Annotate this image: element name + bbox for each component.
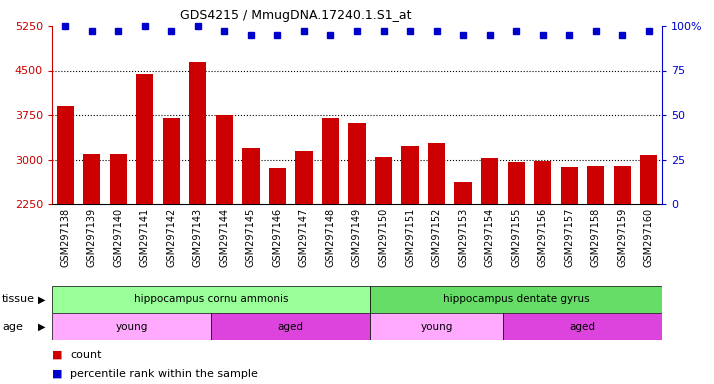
Text: GSM297148: GSM297148 (326, 208, 336, 267)
Text: GSM297150: GSM297150 (378, 208, 388, 267)
Bar (189, 62, 206, 338)
Text: tissue: tissue (2, 295, 35, 305)
Bar (534, 161, 551, 338)
Text: GSM297149: GSM297149 (352, 208, 362, 267)
Bar (52, 286, 371, 313)
Text: GSM297140: GSM297140 (114, 208, 124, 267)
Bar (110, 154, 127, 338)
Bar (163, 118, 180, 338)
Text: percentile rank within the sample: percentile rank within the sample (70, 369, 258, 379)
Text: GSM297154: GSM297154 (485, 208, 495, 267)
Text: GSM297144: GSM297144 (219, 208, 229, 267)
Bar (503, 313, 662, 340)
Text: GSM297139: GSM297139 (87, 208, 97, 267)
Text: ■: ■ (52, 350, 63, 360)
Text: GSM297160: GSM297160 (644, 208, 654, 267)
Bar (375, 157, 392, 338)
Text: GSM297152: GSM297152 (431, 208, 441, 268)
Text: GSM297155: GSM297155 (511, 208, 521, 268)
Text: age: age (2, 321, 23, 331)
Bar (481, 158, 498, 338)
Bar (268, 169, 286, 338)
Text: young: young (116, 321, 148, 331)
Text: GSM297159: GSM297159 (617, 208, 627, 267)
Text: GSM297157: GSM297157 (564, 208, 574, 268)
Bar (83, 154, 101, 338)
Bar (508, 162, 525, 338)
Bar (640, 155, 658, 338)
Bar (296, 151, 313, 338)
Bar (401, 146, 418, 338)
Text: hippocampus dentate gyrus: hippocampus dentate gyrus (443, 295, 590, 305)
Bar (587, 166, 604, 338)
Text: GSM297151: GSM297151 (405, 208, 415, 267)
Text: GSM297147: GSM297147 (299, 208, 309, 267)
Text: GSM297146: GSM297146 (273, 208, 283, 267)
Text: GSM297141: GSM297141 (140, 208, 150, 267)
Text: ▶: ▶ (38, 295, 46, 305)
Text: GSM297138: GSM297138 (60, 208, 70, 267)
Text: GSM297143: GSM297143 (193, 208, 203, 267)
Text: young: young (421, 321, 453, 331)
Bar (136, 74, 154, 338)
Text: GSM297158: GSM297158 (590, 208, 600, 267)
Bar (56, 106, 74, 338)
Bar (560, 167, 578, 338)
Text: ■: ■ (52, 369, 63, 379)
Text: aged: aged (570, 321, 595, 331)
Bar (371, 313, 503, 340)
Text: count: count (70, 350, 101, 360)
Bar (242, 147, 259, 338)
Text: ▶: ▶ (38, 321, 46, 331)
Bar (216, 115, 233, 338)
Text: GSM297142: GSM297142 (166, 208, 176, 267)
Text: GSM297145: GSM297145 (246, 208, 256, 267)
Bar (455, 182, 472, 338)
Text: GSM297153: GSM297153 (458, 208, 468, 267)
Text: GDS4215 / MmugDNA.17240.1.S1_at: GDS4215 / MmugDNA.17240.1.S1_at (180, 9, 412, 22)
Bar (52, 313, 211, 340)
Bar (428, 144, 446, 338)
Bar (371, 286, 662, 313)
Bar (211, 313, 371, 340)
Text: GSM297156: GSM297156 (538, 208, 548, 267)
Text: aged: aged (278, 321, 303, 331)
Text: hippocampus cornu ammonis: hippocampus cornu ammonis (134, 295, 288, 305)
Bar (348, 123, 366, 338)
Bar (613, 166, 631, 338)
Bar (322, 118, 339, 338)
